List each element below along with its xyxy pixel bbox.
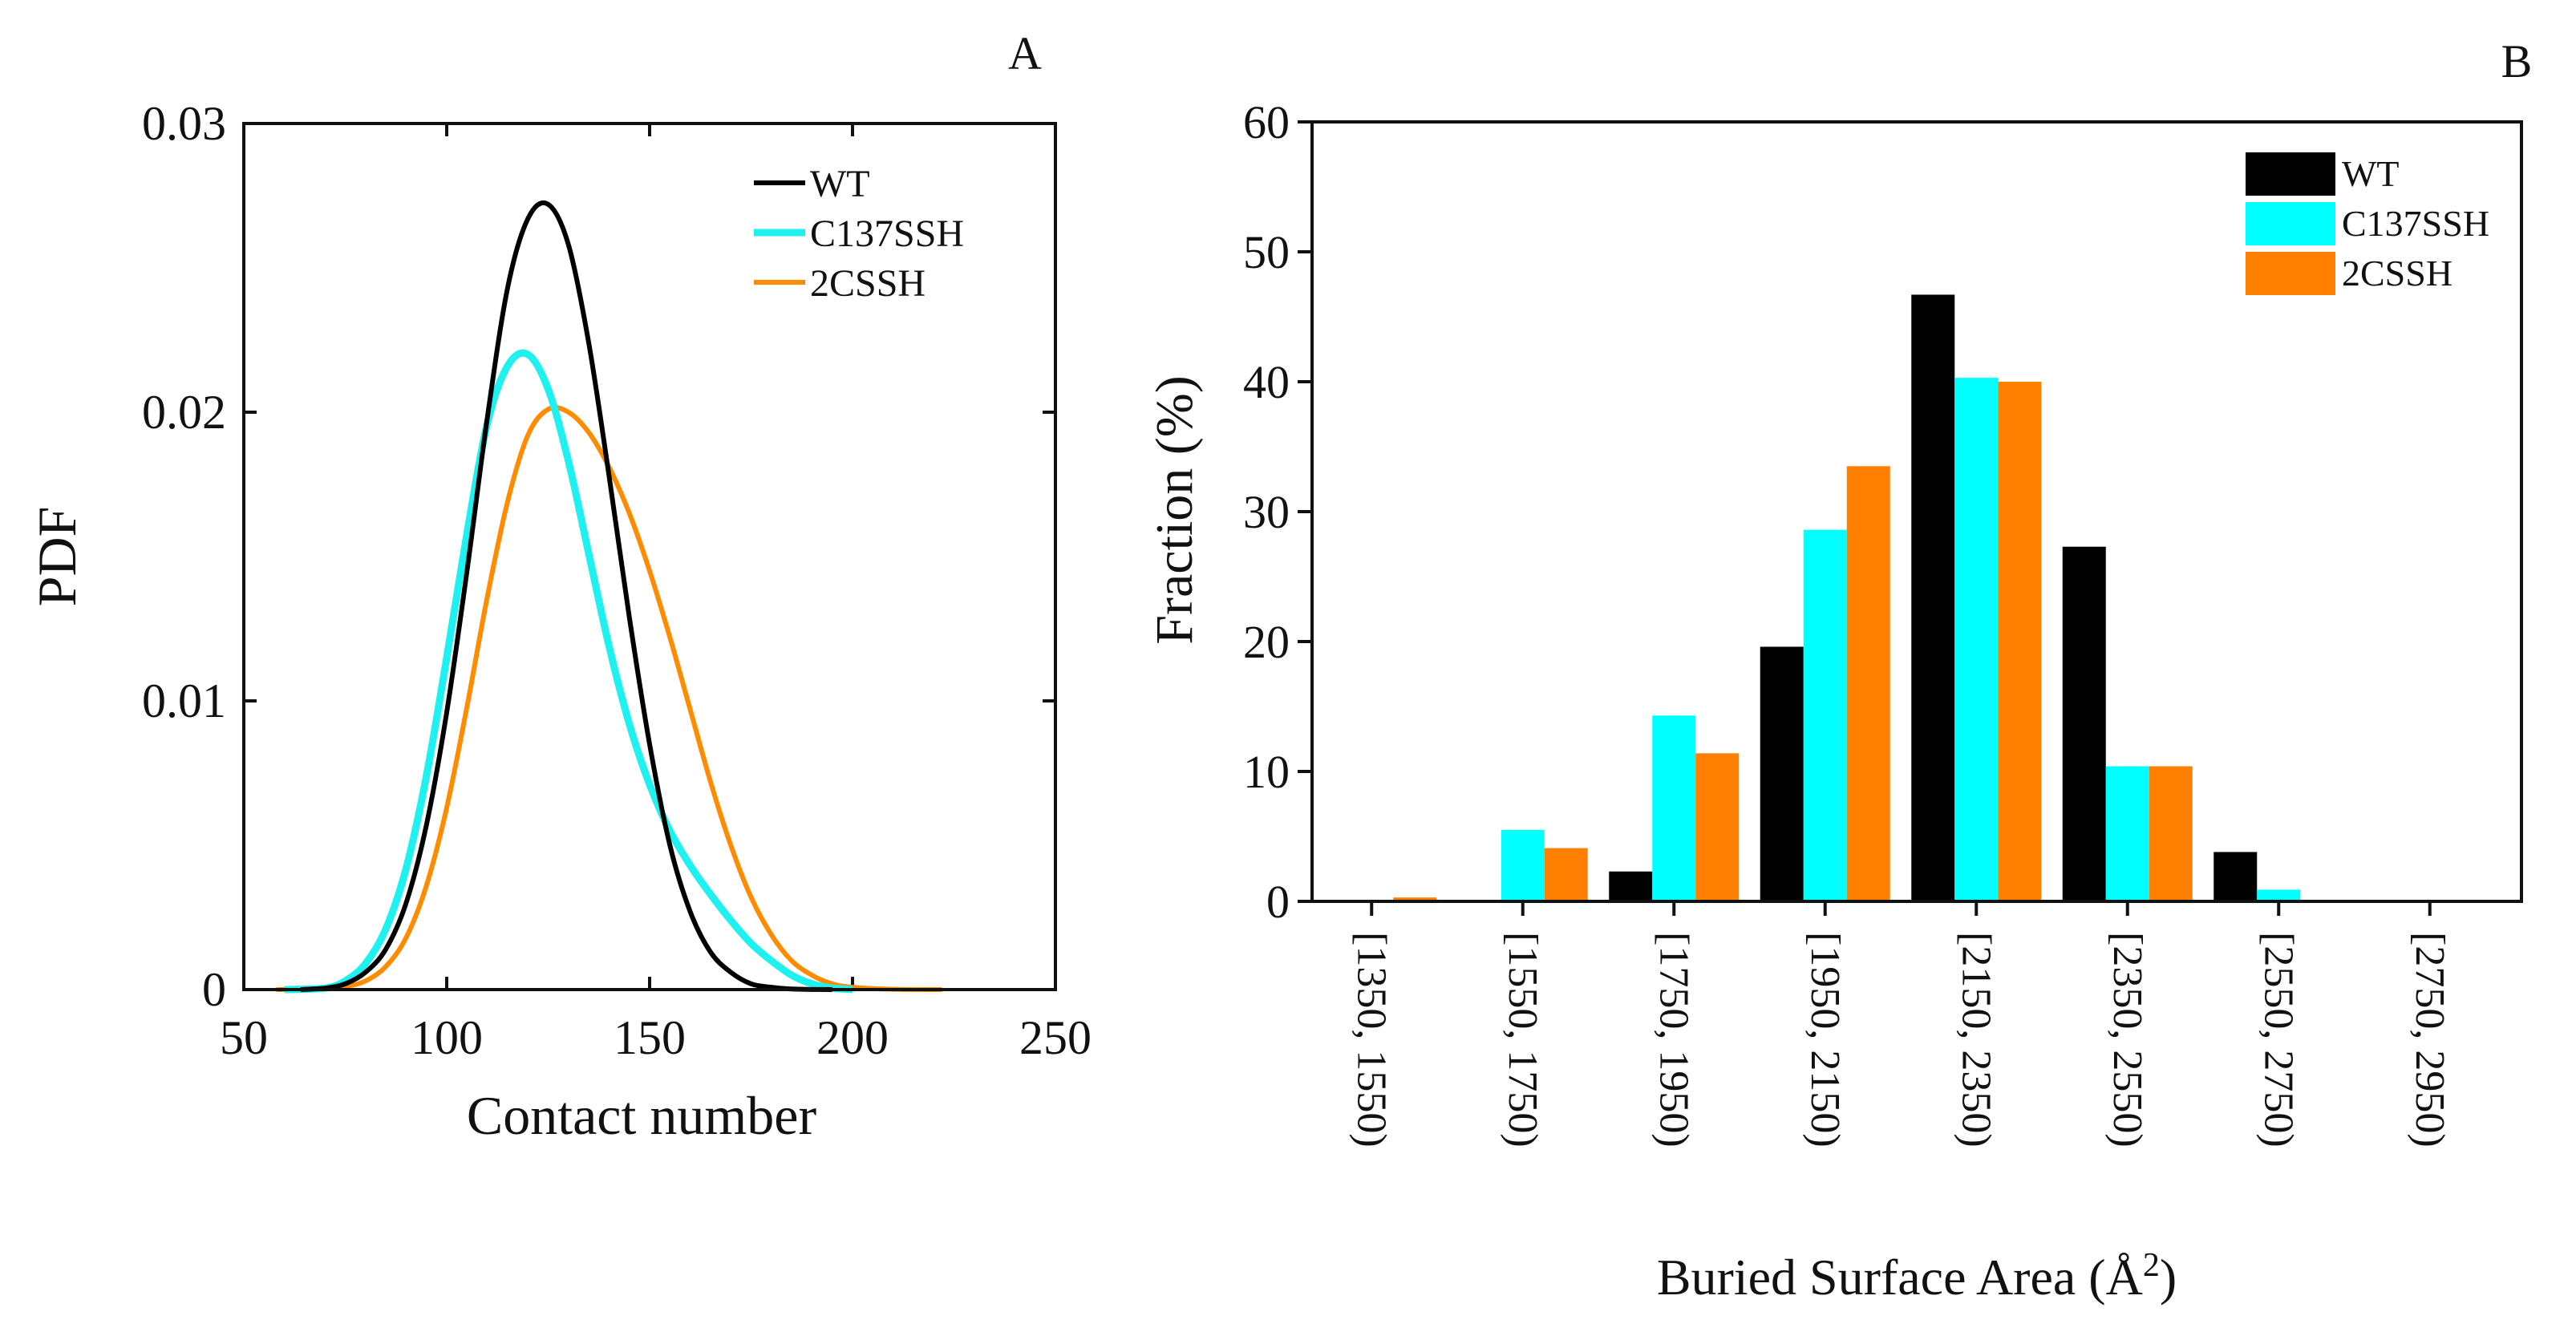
panel-b-bar-c137ssh	[1652, 715, 1696, 901]
panel-b-bar-2cssh	[1998, 382, 2042, 901]
panel-b-category-label: [1750, 1950)	[1651, 932, 1696, 1148]
panel-b-ytick-label: 0	[1266, 876, 1290, 928]
panel-b-tick-labels: 0 10 20 30 40 50 60	[1243, 96, 1290, 928]
panel-b-bar-wt	[2062, 546, 2106, 901]
panel-a-ytick-label: 0.01	[142, 674, 226, 727]
panel-b-ytick-label: 40	[1243, 356, 1290, 408]
panel-a-tick-labels: 50 100 150 200 250 0 0.01 0.02 0.03	[142, 97, 1092, 1064]
panel-b-legend-label: 2CSSH	[2342, 253, 2452, 294]
panel-b-legend-label: WT	[2342, 153, 2400, 194]
panel-b-legend-swatch	[2246, 252, 2335, 295]
panel-a-legend-label: 2CSSH	[810, 262, 925, 305]
panel-b-xlabel-main: Buried Surface Area (Å	[1657, 1249, 2143, 1306]
panel-b-xlabel: Buried Surface Area (Å2)	[1657, 1247, 2177, 1306]
panel-b-bar-2cssh	[1544, 848, 1588, 901]
panel-b-ytick-label: 20	[1243, 616, 1290, 668]
panel-b-ytick-label: 30	[1243, 486, 1290, 538]
panel-a-series-line-2cssh	[276, 405, 942, 992]
panel-a-legend-label: C137SSH	[810, 213, 964, 255]
panel-b-ytick-label: 10	[1243, 746, 1290, 798]
panel-b: B 0 10 20 30 40 50 60 [1350, 1550) [1550, 1750)…	[1145, 35, 2532, 1306]
panel-b-category-label: [1550, 1750)	[1500, 932, 1545, 1148]
panel-a-plot-frame	[242, 122, 1057, 991]
panel-b-bar-2cssh	[1846, 466, 1890, 901]
panel-a-series-line-wt	[300, 200, 832, 992]
panel-b-legend-swatch	[2246, 152, 2335, 196]
panel-b-category-label: [1950, 2150)	[1802, 932, 1848, 1148]
panel-a-ytick-label: 0.02	[142, 386, 226, 439]
panel-b-bar-wt	[1760, 646, 1804, 901]
panel-b-legend-swatch	[2246, 202, 2335, 245]
panel-a-xlabel: Contact number	[467, 1085, 817, 1146]
panel-b-ylabel: Fraction (%)	[1145, 375, 1204, 644]
panel-b-bar-c137ssh	[1803, 529, 1847, 901]
panel-b-tick-marks	[1298, 120, 2432, 916]
panel-a-xtick-label: 200	[816, 1011, 889, 1064]
panel-b-category-label: [2150, 2350)	[1953, 932, 1999, 1148]
panel-b-xlabel-suffix: )	[2160, 1249, 2177, 1306]
panel-b-bar-wt	[2213, 852, 2258, 901]
panel-b-category-label: [2550, 2750)	[2255, 932, 2301, 1148]
panel-b-bar-c137ssh	[2257, 889, 2301, 901]
panel-b-category-label: [1350, 1550)	[1348, 932, 1394, 1148]
panel-a-ytick-label: 0.03	[142, 97, 226, 150]
panel-a-legend: WT C137SSH 2CSSH	[754, 163, 964, 305]
panel-b-bar-2cssh	[1393, 897, 1437, 901]
panel-a-legend-label: WT	[810, 163, 870, 205]
panel-a: A 50 100 150 200 250 0 0.01 0.02 0.03 Contact nu…	[26, 27, 1092, 1146]
panel-a-ylabel: PDF	[26, 507, 87, 607]
panel-b-bar-wt	[1911, 294, 1955, 902]
panel-b-bar-2cssh	[2149, 766, 2193, 901]
panel-b-category-label: [2750, 2950)	[2407, 932, 2452, 1148]
panel-a-label: A	[1008, 27, 1042, 79]
panel-a-xtick-label: 150	[614, 1011, 686, 1064]
panel-b-plot-frame	[1310, 120, 2523, 903]
panel-a-series	[276, 200, 942, 994]
panel-b-bar-wt	[1609, 871, 1653, 901]
panel-a-xtick-label: 250	[1019, 1011, 1092, 1064]
panel-b-bars	[1393, 294, 2301, 902]
panel-b-bar-c137ssh	[1501, 829, 1545, 901]
panel-a-series-line-c137ssh	[284, 349, 853, 994]
panel-b-bar-2cssh	[1695, 753, 1740, 901]
panel-b-legend-label: C137SSH	[2342, 203, 2489, 244]
panel-b-ytick-label: 50	[1243, 226, 1290, 278]
panel-b-legend: WT C137SSH 2CSSH	[2246, 152, 2489, 295]
panel-b-label: B	[2501, 35, 2533, 87]
panel-b-bar-c137ssh	[2105, 766, 2149, 901]
panel-b-xlabel-superscript: 2	[2143, 1247, 2160, 1284]
panel-b-category-labels: [1350, 1550) [1550, 1750) [1750, 1950) [195…	[1348, 932, 2452, 1148]
panel-b-bar-c137ssh	[1954, 378, 1999, 901]
panel-a-xtick-label: 50	[220, 1011, 268, 1064]
panel-b-ytick-label: 60	[1243, 96, 1290, 148]
panel-b-category-label: [2350, 2550)	[2104, 932, 2150, 1148]
panel-a-ytick-label: 0	[202, 963, 226, 1016]
panel-a-xtick-label: 100	[411, 1011, 483, 1064]
